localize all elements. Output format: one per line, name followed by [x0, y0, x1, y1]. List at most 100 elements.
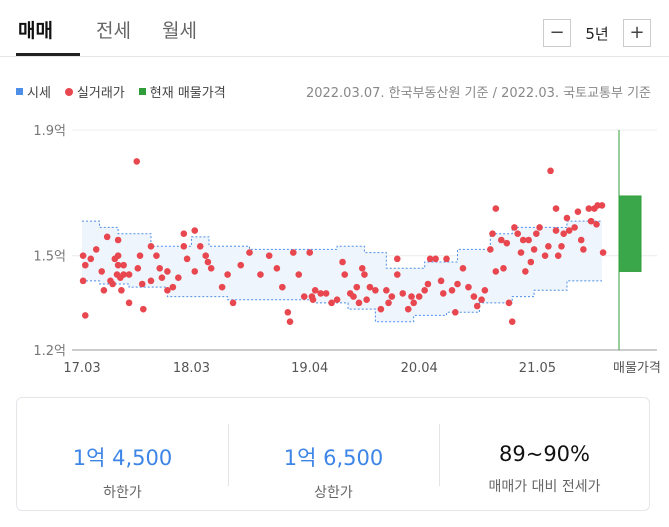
- actual-trade-point: [454, 280, 461, 288]
- actual-trade-point: [443, 255, 450, 263]
- actual-trade-point: [114, 252, 122, 260]
- chart-legend: 시세 실거래가 현재 매물가격: [16, 82, 240, 101]
- actual-trade-point: [415, 293, 423, 300]
- x-tick-label-listing: 매물가격: [613, 361, 661, 376]
- tab-sale[interactable]: 매매: [18, 20, 53, 42]
- actual-trade-point: [393, 255, 401, 263]
- actual-trade-point: [341, 271, 349, 278]
- actual-trade-point: [309, 296, 317, 304]
- actual-trade-point: [372, 286, 379, 294]
- current-listing-range-bar: [618, 195, 642, 272]
- actual-trade-point: [257, 271, 264, 278]
- actual-trade-point: [202, 252, 210, 260]
- actual-trade-point: [565, 227, 573, 234]
- actual-trade-point: [153, 252, 160, 260]
- actual-trade-point: [98, 268, 106, 275]
- actual-trade-point: [432, 255, 439, 263]
- actual-trade-point: [134, 264, 142, 272]
- x-tick-label: 20.04: [401, 361, 438, 376]
- tab-monthly-rent[interactable]: 월세: [162, 20, 197, 42]
- actual-trade-point: [404, 305, 412, 313]
- actual-trade-point: [120, 261, 127, 269]
- actual-trade-point: [180, 242, 188, 250]
- actual-trade-point: [489, 230, 496, 238]
- actual-trade-point: [522, 268, 529, 275]
- actual-trade-point: [164, 286, 171, 294]
- legend-label: 현재 매물가격: [149, 86, 226, 101]
- x-tick-label: 18.03: [173, 361, 210, 376]
- actual-trade-point: [545, 242, 552, 250]
- y-tick-label: 1.5억: [33, 250, 66, 265]
- lower-price-value: 1억 4,500: [72, 446, 173, 470]
- actual-trade-point: [204, 258, 212, 266]
- price-summary-card: 1억 4,500 하한가 1억 6,500 상한가 89~90% 매매가 대비 …: [16, 397, 650, 511]
- actual-trade-point: [180, 230, 188, 238]
- actual-trade-point: [552, 227, 560, 234]
- actual-trade-point: [497, 236, 505, 244]
- actual-trade-point: [452, 308, 459, 316]
- actual-trade-point: [388, 293, 396, 300]
- actual-trade-point: [587, 217, 595, 225]
- actual-trade-point: [599, 249, 607, 256]
- deal-type-tabs: 매매 전세 월세 − 5년 +: [0, 0, 669, 57]
- actual-trade-point: [571, 224, 578, 231]
- actual-trade-point: [563, 214, 571, 222]
- actual-trade-point: [511, 224, 518, 231]
- actual-trade-point: [284, 308, 292, 316]
- actual-trade-point: [424, 280, 432, 288]
- actual-trade-point: [311, 286, 319, 294]
- market-price-lower-line: [82, 280, 602, 323]
- legend-item-actual-trade: 실거래가: [64, 82, 125, 101]
- period-selector: − 5년 +: [543, 18, 651, 48]
- actual-trade-point: [383, 286, 390, 294]
- actual-trade-point: [196, 242, 204, 250]
- actual-trade-point: [138, 280, 146, 288]
- actual-trade-point: [156, 264, 164, 272]
- legend-label: 시세: [27, 86, 51, 101]
- actual-trade-point: [585, 205, 593, 212]
- actual-trade-point: [114, 236, 122, 244]
- actual-trade-point: [339, 258, 346, 266]
- actual-trade-point: [598, 202, 606, 209]
- actual-trade-point: [125, 299, 133, 307]
- actual-trade-point: [363, 296, 370, 304]
- actual-trade-point: [492, 205, 500, 212]
- actual-trade-point: [355, 299, 363, 307]
- actual-trade-point: [158, 274, 166, 282]
- actual-trade-point: [558, 242, 565, 250]
- data-source-note: 2022.03.07. 한국부동산원 기준 / 2022.03. 국토교통부 기…: [305, 86, 651, 101]
- actual-trade-point: [536, 224, 543, 231]
- period-decrease-button[interactable]: −: [543, 19, 571, 47]
- actual-trade-point: [517, 249, 525, 256]
- summary-upper-price: 1억 6,500 상한가: [228, 398, 439, 510]
- actual-trade-point: [79, 252, 87, 260]
- actual-trade-point: [118, 286, 125, 294]
- actual-trade-point: [481, 286, 489, 294]
- actual-trade-point: [492, 268, 500, 275]
- actual-trade-point: [505, 299, 513, 307]
- actual-trade-point: [79, 277, 87, 285]
- actual-trade-point: [353, 283, 361, 291]
- period-increase-button[interactable]: +: [623, 19, 651, 47]
- actual-trade-point: [333, 296, 341, 304]
- legend-item-market-price: 시세: [16, 82, 51, 101]
- lower-price-label: 하한가: [103, 485, 142, 501]
- tab-jeonse[interactable]: 전세: [96, 20, 131, 42]
- actual-trade-point: [547, 167, 554, 175]
- divider: [439, 424, 440, 486]
- jeonse-ratio-label: 매매가 대비 전세가: [488, 479, 601, 495]
- actual-trade-point: [410, 299, 418, 307]
- actual-trade-point: [300, 293, 308, 300]
- x-tick-label: 19.04: [291, 361, 328, 376]
- x-tick-label: 21.05: [519, 361, 556, 376]
- actual-trade-point: [279, 283, 286, 291]
- legend-item-current-listing: 현재 매물가격: [138, 82, 226, 101]
- actual-trade-point: [552, 205, 560, 212]
- actual-trade-point: [470, 293, 478, 300]
- actual-trade-point: [448, 286, 456, 294]
- actual-trade-point: [580, 246, 587, 253]
- actual-trade-point: [289, 249, 297, 256]
- actual-trade-point: [224, 271, 231, 278]
- summary-jeonse-ratio: 89~90% 매매가 대비 전세가: [439, 398, 650, 510]
- actual-trade-point: [508, 318, 516, 326]
